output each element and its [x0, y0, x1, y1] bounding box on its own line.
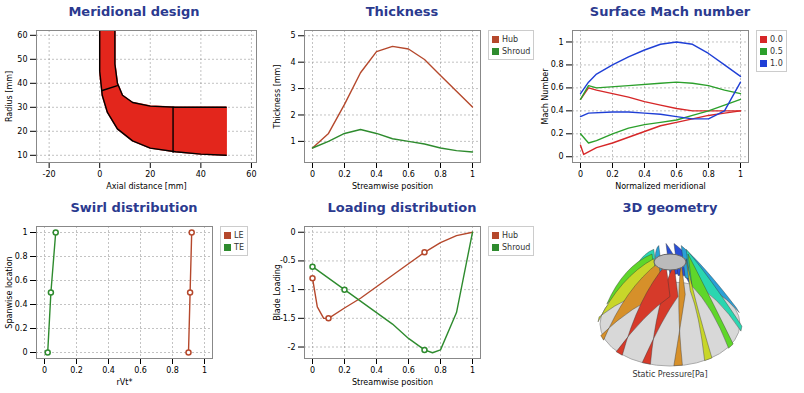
html-text:Static Pressure[Pa]: Static Pressure[Pa]: [632, 370, 708, 379]
svg-text:0: 0: [310, 366, 315, 375]
svg-text:-1: -1: [288, 285, 296, 294]
html-text:Surface Mach number: Surface Mach number: [589, 4, 751, 19]
svg-text:50: 50: [17, 55, 27, 64]
html-text:1.0: 1.0: [770, 58, 783, 68]
svg-text:Streamwise position: Streamwise position: [352, 378, 433, 387]
html-text:Meridional design: Meridional design: [68, 4, 200, 19]
html-text:Shroud: Shroud: [502, 242, 531, 252]
svg-text:0.2: 0.2: [70, 366, 83, 375]
svg-text:0.8: 0.8: [434, 170, 447, 179]
svg-text:2: 2: [290, 111, 295, 120]
html-text:Loading distribution: Loading distribution: [327, 200, 477, 215]
svg-text:Streamwise position: Streamwise position: [352, 182, 433, 191]
html-text:Thickness: Thickness: [365, 4, 439, 19]
svg-text:0.4: 0.4: [102, 366, 115, 375]
svg-text:-2: -2: [288, 343, 296, 352]
html-text:Hub: Hub: [502, 230, 519, 240]
svg-text:1: 1: [470, 366, 475, 375]
svg-text:Thickness [mm]: Thickness [mm]: [273, 65, 282, 130]
svg-text:0: 0: [22, 348, 27, 357]
svg-text:1: 1: [558, 38, 563, 47]
svg-text:-1.5: -1.5: [280, 314, 296, 323]
svg-text:0.4: 0.4: [370, 170, 383, 179]
svg-text:60: 60: [246, 170, 256, 179]
svg-text:0.2: 0.2: [338, 366, 351, 375]
svg-text:40: 40: [17, 79, 27, 88]
svg-text:Blade Loading: Blade Loading: [273, 264, 282, 321]
svg-text:0.8: 0.8: [551, 60, 564, 69]
svg-text:rVt*: rVt*: [117, 378, 133, 387]
svg-text:0.6: 0.6: [402, 170, 415, 179]
svg-text:1: 1: [290, 137, 295, 146]
svg-text:3: 3: [290, 84, 295, 93]
svg-text:Mach Number: Mach Number: [541, 68, 550, 125]
svg-text:0.4: 0.4: [15, 300, 28, 309]
svg-text:0: 0: [578, 170, 583, 179]
svg-text:0.6: 0.6: [402, 366, 415, 375]
html-text:3D geometry: 3D geometry: [622, 200, 718, 215]
svg-text:0.8: 0.8: [434, 366, 447, 375]
svg-text:20: 20: [17, 127, 27, 136]
svg-text:60: 60: [17, 31, 27, 40]
html-text:LE: LE: [234, 230, 244, 240]
svg-text:0.6: 0.6: [551, 83, 564, 92]
svg-text:0.2: 0.2: [606, 170, 619, 179]
svg-text:0: 0: [558, 152, 563, 161]
svg-text:1: 1: [202, 366, 207, 375]
svg-text:20: 20: [145, 170, 155, 179]
svg-text:0.2: 0.2: [551, 129, 564, 138]
svg-text:0.6: 0.6: [15, 276, 28, 285]
svg-text:10: 10: [17, 151, 27, 160]
svg-text:1: 1: [22, 228, 27, 237]
svg-text:1: 1: [470, 170, 475, 179]
svg-text:-20: -20: [43, 170, 56, 179]
svg-text:Axial distance [mm]: Axial distance [mm]: [106, 182, 186, 191]
svg-text:0: 0: [42, 366, 47, 375]
svg-text:-0.5: -0.5: [280, 256, 296, 265]
svg-text:0: 0: [97, 170, 102, 179]
svg-text:Normalized meridional: Normalized meridional: [615, 182, 706, 191]
svg-text:Spanwise location: Spanwise location: [5, 256, 14, 328]
svg-text:0.6: 0.6: [670, 170, 683, 179]
svg-text:Radius [mm]: Radius [mm]: [5, 71, 14, 122]
svg-text:0.4: 0.4: [551, 106, 564, 115]
html-text:Shroud: Shroud: [502, 46, 531, 56]
svg-text:5: 5: [290, 31, 295, 40]
svg-text:0.4: 0.4: [638, 170, 651, 179]
svg-text:0.6: 0.6: [134, 366, 147, 375]
svg-text:0.2: 0.2: [338, 170, 351, 179]
svg-text:0: 0: [310, 170, 315, 179]
html-text:0.5: 0.5: [770, 46, 783, 56]
svg-text:0.4: 0.4: [370, 366, 383, 375]
svg-text:4: 4: [290, 58, 295, 67]
html-text:0.0: 0.0: [770, 34, 783, 44]
svg-text:0.8: 0.8: [15, 252, 28, 261]
html-text:Hub: Hub: [502, 34, 519, 44]
html-text:TE: TE: [234, 242, 244, 252]
svg-text:30: 30: [17, 103, 27, 112]
html-text:Swirl distribution: Swirl distribution: [70, 200, 198, 215]
svg-text:0.2: 0.2: [15, 324, 28, 333]
svg-text:0.8: 0.8: [166, 366, 179, 375]
svg-text:0: 0: [290, 228, 295, 237]
svg-text:1: 1: [738, 170, 743, 179]
svg-text:0.8: 0.8: [702, 170, 715, 179]
svg-text:40: 40: [196, 170, 206, 179]
